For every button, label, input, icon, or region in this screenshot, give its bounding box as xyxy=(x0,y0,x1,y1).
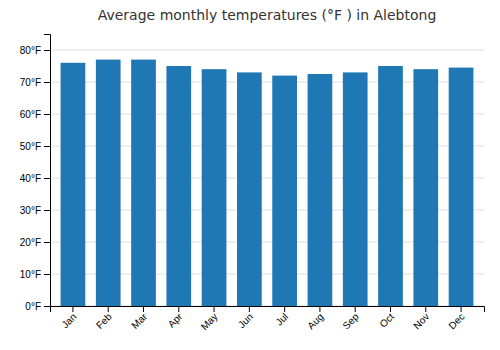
bar xyxy=(343,72,368,306)
tick-mark xyxy=(390,306,391,312)
tick-label: Feb xyxy=(94,311,114,331)
tick-label: 60°F xyxy=(20,109,41,120)
grid xyxy=(50,50,484,306)
tick-label: 0°F xyxy=(25,301,41,312)
tick-label: 70°F xyxy=(20,77,41,88)
tick-mark xyxy=(355,306,356,312)
tick: Oct xyxy=(377,306,396,330)
tick-mark xyxy=(72,306,73,312)
tick: 30°F xyxy=(20,205,50,216)
plot-area xyxy=(61,60,474,306)
tick-label: Oct xyxy=(377,311,396,330)
tick: Mar xyxy=(129,306,149,331)
tick-label: 20°F xyxy=(20,237,41,248)
tick: Jun xyxy=(236,306,255,330)
tick-label: 10°F xyxy=(20,269,41,280)
tick: 60°F xyxy=(20,109,50,120)
tick-mark xyxy=(249,306,250,312)
axis-line xyxy=(44,35,51,307)
tick-mark xyxy=(214,306,215,312)
tick-label: 50°F xyxy=(20,141,41,152)
tick: Jan xyxy=(59,306,78,330)
tick: Aug xyxy=(305,306,325,331)
bar xyxy=(272,76,297,306)
tick-mark xyxy=(461,306,462,312)
tick-mark xyxy=(44,210,50,211)
tick-label: Dec xyxy=(446,311,466,331)
title: Average monthly temperatures (°F ) in Al… xyxy=(98,7,437,23)
tick: 70°F xyxy=(20,77,50,88)
tick: Feb xyxy=(94,306,114,331)
tick: 20°F xyxy=(20,237,50,248)
tick-mark xyxy=(319,306,320,312)
tick-label: Mar xyxy=(129,310,149,330)
tick-label: Apr xyxy=(166,310,185,329)
tick: 80°F xyxy=(20,45,50,56)
chart: 0°F 10°F 20°F 30°F 40°F 50°F 60°F 70°F 80°F Jan Fe… xyxy=(0,0,500,350)
tick: 10°F xyxy=(20,269,50,280)
tick-label: 30°F xyxy=(20,205,41,216)
bar xyxy=(308,74,333,306)
tick-label: 40°F xyxy=(20,173,41,184)
bar xyxy=(166,66,191,306)
tick: 40°F xyxy=(20,173,50,184)
bar xyxy=(96,60,121,306)
tick-mark xyxy=(44,306,50,307)
tick-mark xyxy=(44,274,50,275)
tick-mark xyxy=(425,306,426,312)
bar xyxy=(413,69,438,306)
tick-label: May xyxy=(199,311,220,332)
tick-mark xyxy=(178,306,179,312)
tick-label: Jun xyxy=(236,311,255,330)
tick-mark xyxy=(44,242,50,243)
tick-mark xyxy=(44,178,50,179)
tick-mark xyxy=(108,306,109,312)
tick-mark xyxy=(44,114,50,115)
tick-mark xyxy=(284,306,285,312)
tick-mark xyxy=(44,82,50,83)
tick-label: Jul xyxy=(273,311,290,328)
tick: May xyxy=(199,306,220,332)
tick: Jul xyxy=(273,306,290,328)
tick-label: Sep xyxy=(341,311,362,332)
x-axis: Jan Feb Mar Apr May Jun Jul Aug Sep Oct Nov Dec xyxy=(51,306,485,332)
tick-label: Aug xyxy=(305,311,325,331)
tick-mark xyxy=(44,50,50,51)
tick-mark xyxy=(143,306,144,312)
tick: Sep xyxy=(341,306,362,331)
tick: Dec xyxy=(446,306,466,331)
bar xyxy=(449,68,474,306)
bar xyxy=(378,66,403,306)
grid-line xyxy=(50,50,484,51)
bar xyxy=(131,60,156,306)
tick-label: Jan xyxy=(59,311,78,330)
tick-mark xyxy=(44,146,50,147)
tick: 50°F xyxy=(20,141,50,152)
bar xyxy=(237,72,262,306)
y-axis: 0°F 10°F 20°F 30°F 40°F 50°F 60°F 70°F 80°F xyxy=(20,35,51,312)
tick: Apr xyxy=(166,306,185,330)
tick: Nov xyxy=(411,306,431,331)
tick: 0°F xyxy=(25,301,50,312)
bar xyxy=(202,69,227,306)
axis-line xyxy=(51,307,485,313)
tick-label: 80°F xyxy=(20,45,41,56)
tick-label: Nov xyxy=(411,311,431,331)
bar xyxy=(61,63,86,306)
